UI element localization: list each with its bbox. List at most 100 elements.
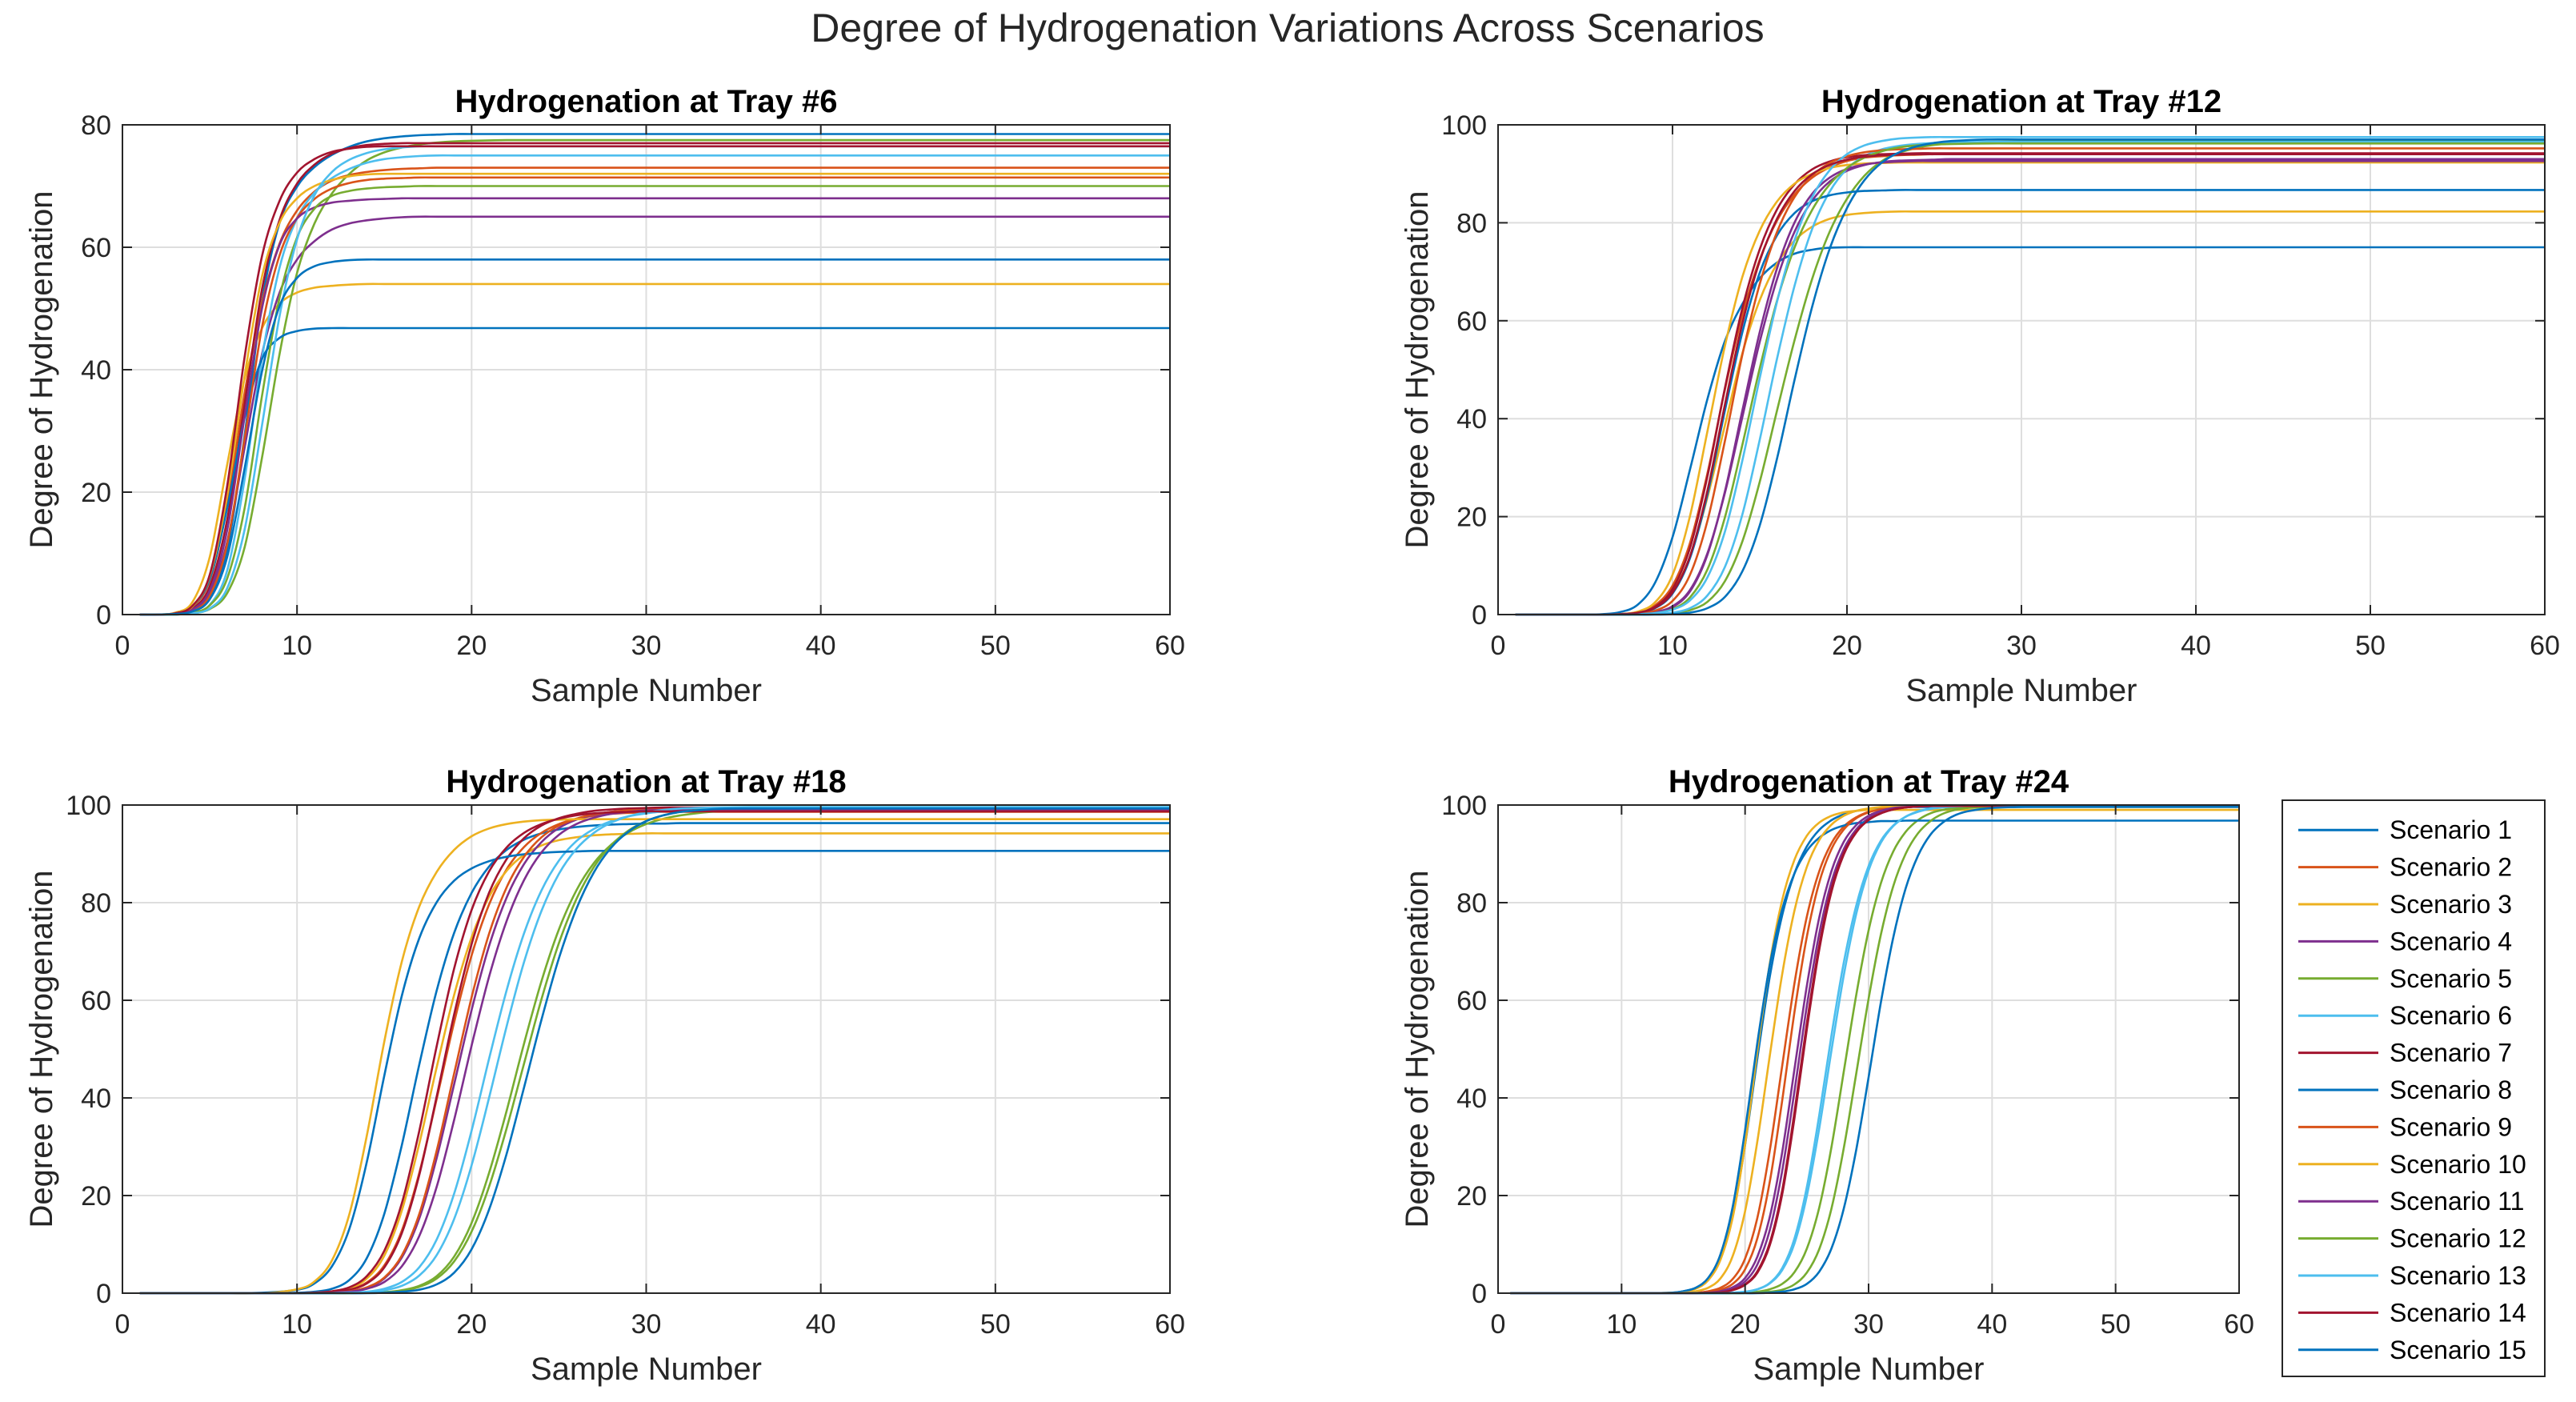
y-tick-label: 40 [81, 1084, 111, 1114]
x-tick-label: 10 [282, 631, 312, 661]
figure-title: Degree of Hydrogenation Variations Acros… [811, 6, 1764, 50]
subplot-title: Hydrogenation at Tray #6 [455, 84, 838, 119]
subplot-3: 0 10 20 30 40 50 60 0 20 40 60 80 100 Hydrogenation a… [24, 764, 1185, 1387]
series-group [1515, 135, 2545, 616]
legend-box [2282, 799, 2546, 1377]
x-tick-label: 10 [282, 1309, 312, 1340]
series-line-6 [139, 154, 1170, 616]
series-line-14 [139, 145, 1170, 616]
x-tick-label: 50 [980, 631, 1011, 661]
x-tick-label: 40 [1977, 1309, 2007, 1340]
series-line-1 [1515, 246, 2545, 616]
series-line-3 [1510, 808, 2239, 1295]
legend-label: Scenario 10 [2390, 1150, 2526, 1179]
subplot-1: 0 10 20 30 40 50 60 0 20 40 60 80 Hydrogenation at T… [24, 84, 1185, 708]
y-tick-label: 60 [1456, 306, 1487, 337]
legend-item-7: Scenario 7 [2298, 1039, 2512, 1068]
y-tick-label: 80 [81, 110, 111, 141]
series-line-7 [139, 142, 1170, 616]
legend-label: Scenario 5 [2390, 964, 2512, 993]
y-tick-label: 40 [1456, 1084, 1487, 1114]
subplot-title: Hydrogenation at Tray #18 [446, 764, 846, 799]
x-tick-label: 20 [1832, 631, 1862, 661]
legend-label: Scenario 2 [2390, 853, 2512, 882]
legend-item-8: Scenario 8 [2298, 1076, 2512, 1104]
series-line-10 [139, 818, 1170, 1295]
y-tick-label: 0 [96, 1279, 111, 1309]
y-tick-label: 100 [1441, 110, 1487, 141]
y-tick-label: 100 [66, 791, 111, 821]
legend-label: Scenario 9 [2390, 1112, 2512, 1141]
series-line-1 [139, 822, 1170, 1295]
y-axis-label: Degree of Hydrogenation [24, 871, 59, 1228]
x-tick-label: 60 [1155, 1309, 1185, 1340]
y-tick-label: 40 [81, 355, 111, 386]
series-line-8 [139, 849, 1170, 1295]
legend-label: Scenario 3 [2390, 890, 2512, 919]
x-tick-label: 30 [1853, 1309, 1884, 1340]
legend-item-11: Scenario 11 [2298, 1187, 2524, 1216]
y-tick-label: 80 [81, 888, 111, 919]
series-line-14 [1515, 153, 2545, 616]
x-tick-label: 10 [1606, 1309, 1637, 1340]
legend-item-13: Scenario 13 [2298, 1261, 2526, 1290]
subplot-2: 0 10 20 30 40 50 60 0 20 40 60 80 100 Hydrogenation a… [1400, 84, 2560, 708]
x-tick-label: 30 [631, 631, 662, 661]
y-tick-label: 20 [81, 1181, 111, 1212]
x-axis-label: Sample Number [531, 673, 762, 708]
series-line-11 [139, 197, 1170, 616]
y-tick-label: 20 [81, 478, 111, 508]
x-tick-label: 40 [806, 1309, 836, 1340]
x-tick-label: 60 [2224, 1309, 2254, 1340]
legend-label: Scenario 1 [2390, 815, 2512, 844]
x-tick-label: 30 [631, 1309, 662, 1340]
legend-item-9: Scenario 9 [2298, 1112, 2512, 1141]
x-axis-label: Sample Number [1753, 1352, 1984, 1387]
legend-label: Scenario 4 [2390, 927, 2512, 955]
y-tick-label: 60 [81, 233, 111, 263]
series-line-9 [139, 176, 1170, 616]
subplot-title: Hydrogenation at Tray #24 [1669, 764, 2069, 799]
x-tick-label: 30 [2006, 631, 2037, 661]
series-line-3 [139, 282, 1170, 616]
x-tick-label: 10 [1657, 631, 1688, 661]
x-tick-label: 50 [2101, 1309, 2131, 1340]
legend-label: Scenario 15 [2390, 1336, 2526, 1364]
legend-item-1: Scenario 1 [2298, 815, 2512, 844]
y-tick-label: 60 [81, 986, 111, 1016]
x-tick-label: 0 [115, 631, 130, 661]
series-line-15 [139, 258, 1170, 616]
legend-label: Scenario 11 [2390, 1187, 2524, 1216]
y-tick-label: 100 [1441, 791, 1487, 821]
x-axis-label: Sample Number [1905, 673, 2137, 708]
x-tick-label: 40 [2181, 631, 2211, 661]
legend-item-5: Scenario 5 [2298, 964, 2512, 993]
legend: Scenario 1 Scenario 2 Scenario 3 Scenario 4… [2282, 799, 2546, 1377]
y-tick-label: 60 [1456, 986, 1487, 1016]
x-tick-label: 20 [456, 1309, 487, 1340]
legend-item-12: Scenario 12 [2298, 1224, 2526, 1253]
legend-item-15: Scenario 15 [2298, 1336, 2526, 1364]
series-line-8 [139, 326, 1170, 616]
series-line-9 [1515, 147, 2545, 616]
y-tick-label: 0 [96, 600, 111, 631]
x-tick-label: 20 [1730, 1309, 1761, 1340]
legend-label: Scenario 6 [2390, 1001, 2512, 1030]
series-line-12 [139, 185, 1170, 616]
series-line-10 [139, 172, 1170, 616]
y-tick-label: 80 [1456, 888, 1487, 919]
series-line-14 [139, 810, 1170, 1295]
legend-item-14: Scenario 14 [2298, 1298, 2526, 1327]
y-axis-label: Degree of Hydrogenation [1400, 191, 1435, 549]
legend-item-6: Scenario 6 [2298, 1001, 2512, 1030]
legend-label: Scenario 8 [2390, 1076, 2512, 1104]
x-axis-label: Sample Number [531, 1352, 762, 1387]
x-tick-label: 20 [456, 631, 487, 661]
y-axis-label: Degree of Hydrogenation [24, 191, 59, 549]
legend-item-10: Scenario 10 [2298, 1150, 2526, 1179]
legend-label: Scenario 14 [2390, 1298, 2526, 1327]
x-tick-label: 50 [980, 1309, 1011, 1340]
x-tick-label: 0 [115, 1309, 130, 1340]
y-axis-label: Degree of Hydrogenation [1400, 871, 1435, 1228]
